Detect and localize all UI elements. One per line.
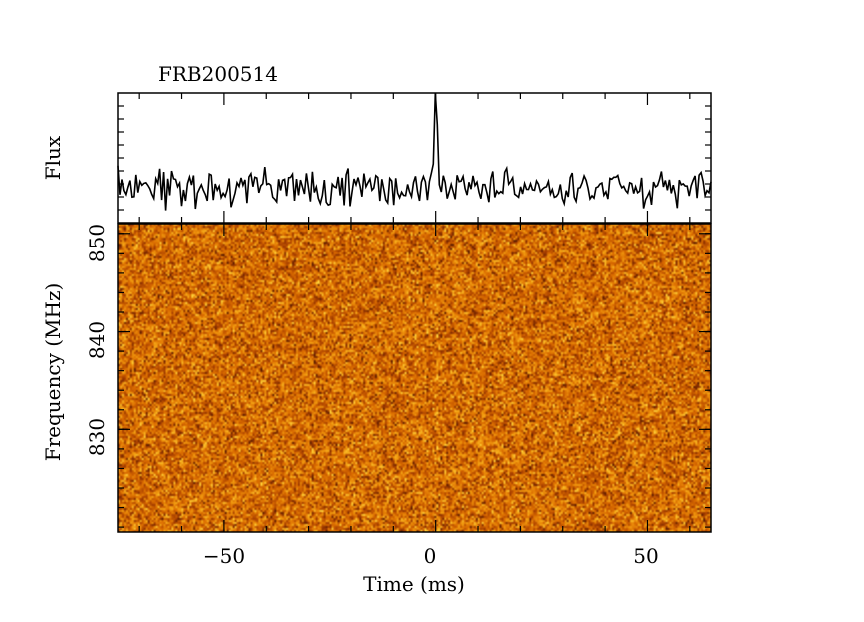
flux-series-line <box>117 93 712 211</box>
x-tick-label-0: 0 <box>424 544 437 568</box>
y-tick-label-840: 840 <box>85 321 109 359</box>
y-tick-label-850: 850 <box>85 224 109 262</box>
flux-axis-ticks <box>118 93 711 223</box>
y-tick-label-830: 830 <box>85 418 109 456</box>
flux-panel-background <box>118 93 711 223</box>
x-tick-label-50: 50 <box>633 544 658 568</box>
flux-axis-label: Flux <box>41 135 65 180</box>
spectrum-axis-ticks <box>118 224 711 532</box>
y-axis-label: Frequency (MHz) <box>41 283 65 462</box>
spectrum-panel-frame <box>117 223 712 533</box>
x-axis-label: Time (ms) <box>363 572 465 596</box>
chart-title: FRB200514 <box>158 62 278 86</box>
x-tick-label-neg50: −50 <box>203 544 245 568</box>
flux-panel: Flux <box>41 92 712 224</box>
dynamic-spectrum-panel: −50 0 50 830 840 850 Time (ms) Frequency… <box>41 223 712 596</box>
dynamic-spectrum-heatmap <box>118 224 711 532</box>
